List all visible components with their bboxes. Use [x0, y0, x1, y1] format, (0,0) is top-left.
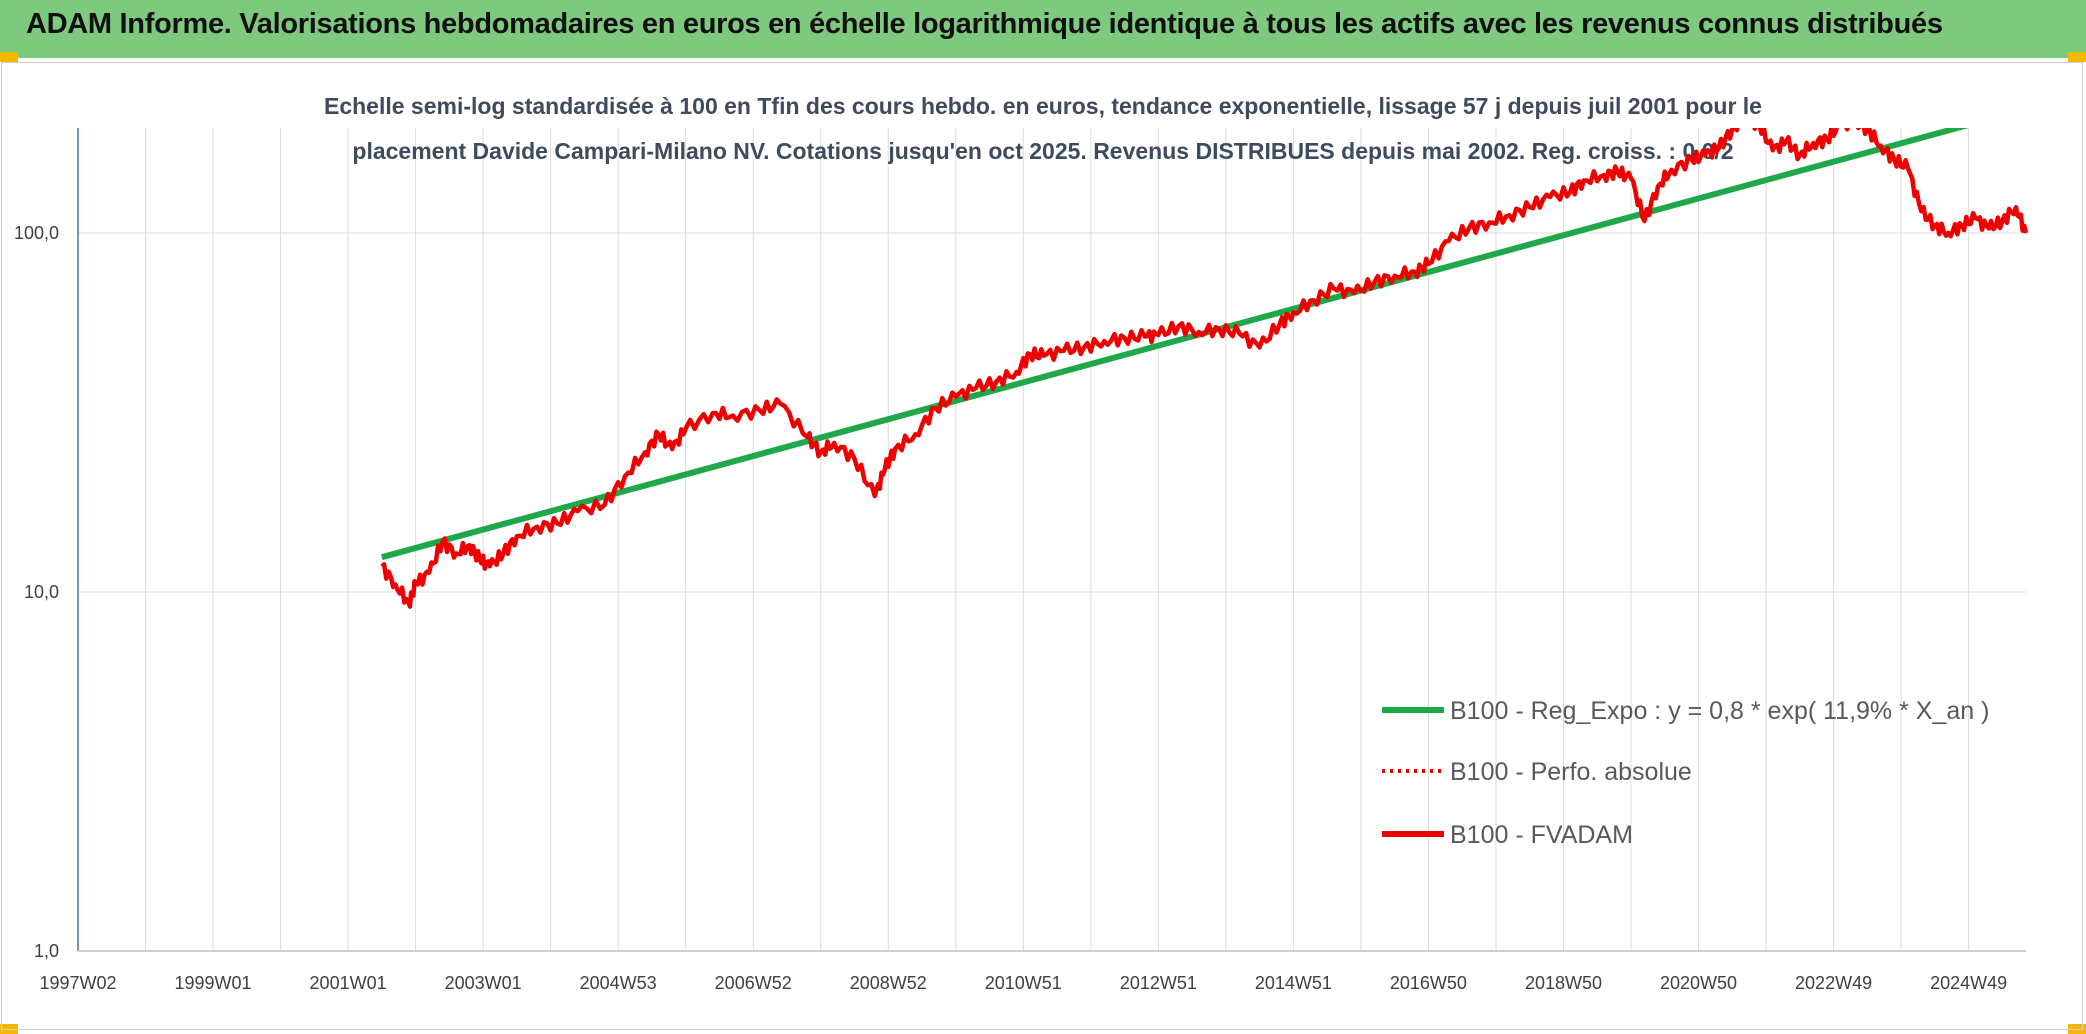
x-tick-label: 2018W50 — [1525, 973, 1602, 993]
x-tick-label: 1999W01 — [175, 973, 252, 993]
axes: 1997W02 1999W01 2001W01 2003W01 2004W53 2006W… — [14, 128, 2026, 993]
corner-marker-left — [0, 52, 18, 62]
x-tick-label: 1997W02 — [39, 973, 116, 993]
chart-subtitle-line-2: placement Davide Campari-Milano NV. Cota… — [352, 138, 1733, 164]
legend-label-perf: B100 - Perfo. absolue — [1450, 758, 1692, 786]
x-tick-label: 2004W53 — [580, 973, 657, 993]
corner-marker-right — [2068, 52, 2086, 62]
x-tick-label: 2003W01 — [445, 973, 522, 993]
header-banner: ADAM Informe. Valorisations hebdomadaire… — [0, 0, 2086, 58]
x-tick-label: 2001W01 — [310, 973, 387, 993]
x-tick-label: 2016W50 — [1390, 973, 1467, 993]
series-line-solid-red — [380, 128, 2028, 609]
x-tick-label: 2012W51 — [1120, 973, 1197, 993]
legend-label-fvadam: B100 - FVADAM — [1450, 821, 1633, 849]
legend: B100 - Reg_Expo : y = 0,8 * exp( 11,9% *… — [1382, 697, 1989, 849]
x-tick-label: 2008W52 — [850, 973, 927, 993]
x-tick-label: 2014W51 — [1255, 973, 1332, 993]
grid — [77, 128, 2026, 952]
legend-label-trend: B100 - Reg_Expo : y = 0,8 * exp( 11,9% *… — [1450, 697, 1989, 725]
chart-frame — [1, 62, 2083, 1030]
x-tick-label: 2022W49 — [1795, 973, 1872, 993]
y-tick-label: 10,0 — [24, 582, 59, 602]
series-line-solid-green — [381, 128, 1969, 561]
x-tick-label: 2006W52 — [715, 973, 792, 993]
series — [380, 128, 2028, 609]
chart-subtitle-line-1: Echelle semi-log standardisée à 100 en T… — [324, 93, 1762, 119]
x-tick-label: 2010W51 — [985, 973, 1062, 993]
page-title: ADAM Informe. Valorisations hebdomadaire… — [26, 8, 1943, 40]
y-tick-label: 1,0 — [34, 941, 59, 961]
x-tick-label: 2024W49 — [1930, 973, 2007, 993]
x-tick-label: 2020W50 — [1660, 973, 1737, 993]
y-tick-label: 100,0 — [14, 223, 59, 243]
